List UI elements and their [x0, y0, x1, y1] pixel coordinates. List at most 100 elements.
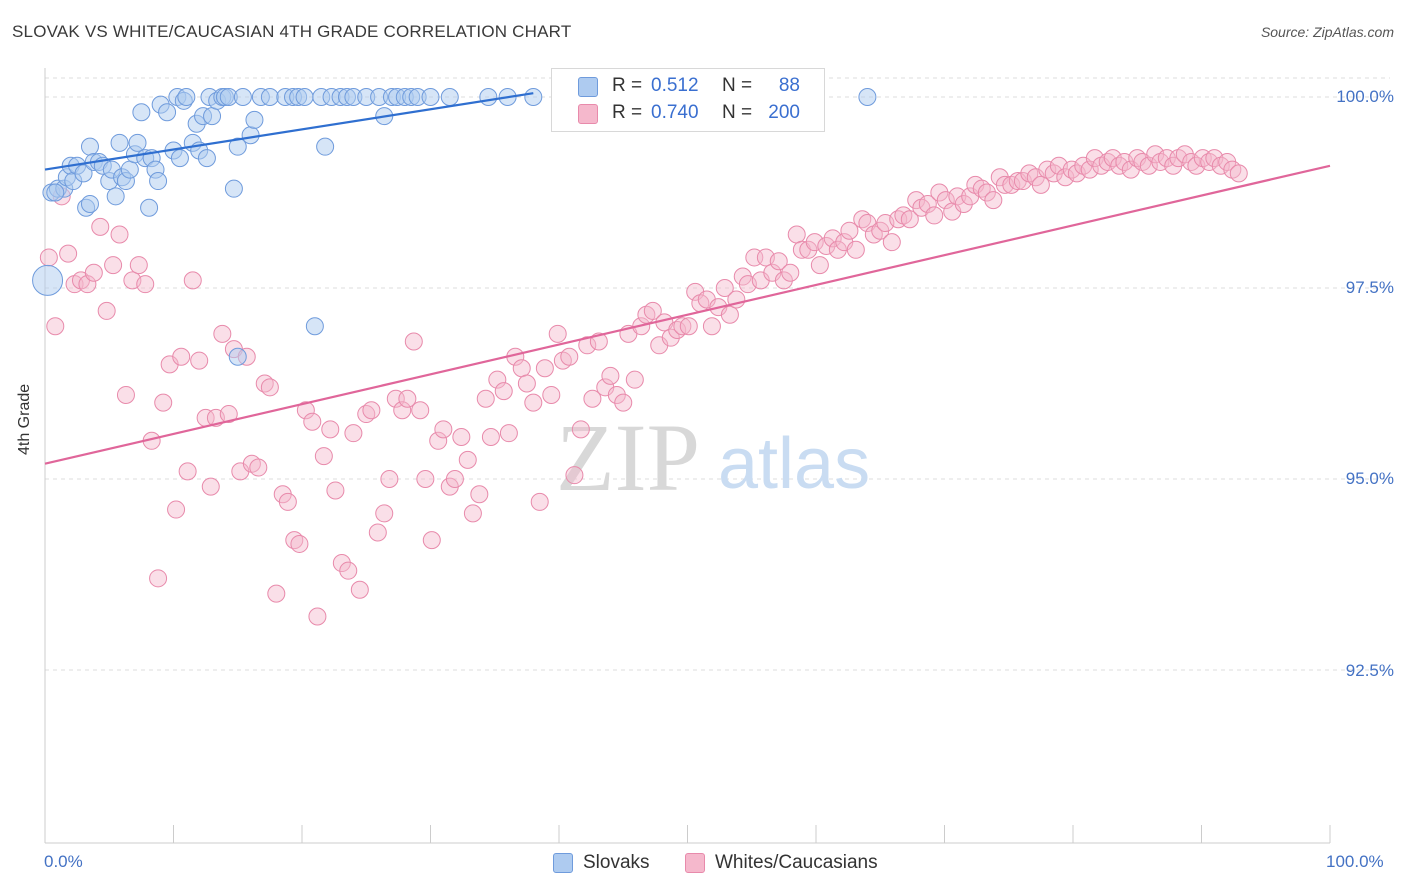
data-point-whites — [167, 500, 186, 519]
data-point-whites — [116, 385, 135, 404]
data-point-slovaks — [440, 88, 459, 106]
data-point-slovaks — [120, 160, 139, 179]
trend-line-slovaks — [44, 92, 534, 171]
data-point-whites — [578, 336, 597, 355]
data-point-slovaks — [110, 133, 129, 152]
data-point-whites — [380, 470, 399, 488]
data-point-whites — [136, 275, 155, 294]
data-point-slovaks — [858, 88, 877, 106]
data-point-whites — [267, 584, 286, 603]
data-point-whites — [499, 424, 518, 443]
trend-lines — [44, 92, 1331, 465]
data-point-whites — [339, 561, 358, 580]
data-point-whites — [332, 554, 351, 573]
data-point-whites — [59, 244, 78, 263]
watermark-zip: ZIP — [556, 404, 700, 511]
data-point-whites — [925, 206, 944, 225]
data-point-whites — [91, 217, 110, 236]
data-point-whites — [129, 256, 148, 275]
data-point-slovaks — [228, 137, 247, 156]
watermark: ZIP atlas — [556, 404, 870, 511]
data-point-whites — [46, 317, 65, 336]
legend-swatch-blue — [578, 77, 598, 97]
data-point-whites — [278, 492, 297, 511]
data-point-slovaks — [140, 198, 159, 217]
data-point-whites — [190, 351, 209, 370]
data-point-slovaks — [245, 110, 264, 129]
legend-swatch-blue — [553, 853, 573, 873]
data-point-whites — [375, 504, 394, 523]
data-point-whites — [673, 317, 692, 336]
y-tick-label: 100.0% — [1336, 87, 1394, 106]
series-whites-caucasians — [39, 145, 1248, 626]
data-point-whites — [817, 236, 836, 255]
data-point-whites — [948, 187, 967, 206]
legend-n-label: N = — [722, 102, 753, 123]
data-point-slovaks — [80, 137, 99, 156]
data-point-slovaks — [241, 126, 260, 145]
data-point-whites — [977, 183, 996, 202]
data-point-whites — [476, 389, 495, 408]
data-point-whites — [260, 378, 279, 397]
data-point-slovaks — [228, 347, 247, 366]
data-point-whites — [84, 263, 103, 282]
data-point-whites — [178, 462, 197, 481]
series-slovaks — [32, 88, 877, 366]
data-point-whites — [314, 447, 333, 466]
data-point-whites — [149, 569, 168, 588]
data-point-whites — [769, 252, 788, 271]
data-point-slovaks — [524, 88, 543, 106]
data-point-whites — [1080, 160, 1099, 179]
watermark-atlas: atlas — [718, 424, 870, 504]
data-point-slovaks — [32, 264, 64, 296]
data-point-slovaks — [177, 88, 196, 106]
data-point-whites — [614, 393, 633, 412]
data-point-whites — [900, 210, 919, 229]
legend-r-value: 0.740 — [651, 102, 699, 123]
x-tick-label: 100.0% — [1326, 852, 1384, 871]
data-point-whites — [571, 420, 590, 439]
data-point-whites — [607, 385, 626, 404]
trend-line-whites — [44, 164, 1331, 465]
data-point-whites — [219, 405, 238, 424]
y-tick-label: 95.0% — [1345, 469, 1394, 488]
data-point-whites — [303, 412, 322, 431]
data-point-whites — [97, 301, 116, 320]
data-point-whites — [1056, 168, 1075, 187]
data-point-slovaks — [305, 317, 324, 336]
data-point-whites — [548, 324, 567, 343]
data-point-whites — [321, 420, 340, 439]
data-point-whites — [535, 359, 554, 378]
data-point-slovaks — [316, 137, 335, 156]
data-point-whites — [110, 225, 129, 244]
data-point-whites — [601, 366, 620, 385]
data-point-whites — [494, 382, 513, 401]
data-point-whites — [296, 401, 315, 420]
data-point-whites — [213, 324, 232, 343]
data-point-slovaks — [233, 88, 252, 106]
data-point-whites — [530, 492, 549, 511]
data-point-whites — [422, 531, 441, 550]
y-axis-label: 4th Grade — [16, 383, 33, 455]
data-point-slovaks — [158, 103, 177, 122]
source-label: Source: ZipAtlas.com — [1260, 24, 1394, 40]
data-point-whites — [583, 389, 602, 408]
data-point-whites — [781, 263, 800, 282]
legend-r-label: R = — [612, 75, 643, 96]
data-point-slovaks — [46, 183, 65, 202]
data-point-slovaks — [260, 88, 279, 106]
data-point-whites — [344, 424, 363, 443]
data-point-whites — [290, 534, 309, 553]
data-point-whites — [308, 607, 327, 626]
data-point-whites — [350, 580, 369, 599]
data-point-whites — [362, 401, 381, 420]
data-point-whites — [954, 194, 973, 213]
data-point-whites — [463, 504, 482, 523]
data-point-whites — [470, 485, 489, 504]
data-point-whites — [702, 317, 721, 336]
data-point-whites — [416, 470, 435, 488]
data-point-slovaks — [149, 172, 168, 191]
data-point-slovaks — [203, 107, 222, 126]
data-point-whites — [249, 458, 268, 477]
